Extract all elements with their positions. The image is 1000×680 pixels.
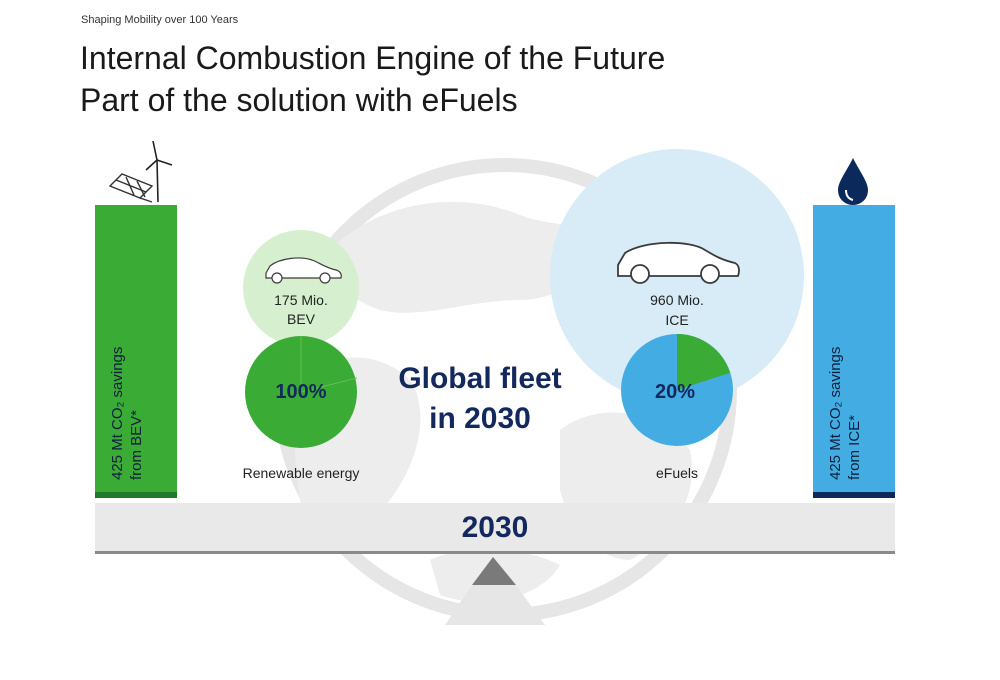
bev-pie-label: 100%	[275, 381, 327, 403]
right-bar-ice	[813, 205, 895, 498]
header-kicker: Shaping Mobility over 100 Years	[81, 14, 239, 26]
right-bar-label: 425 Mt CO₂ savings from ICE*	[826, 300, 864, 480]
bev-caption: Renewable energy	[242, 465, 360, 481]
right-bar-label-line1: 425 Mt CO₂ savings	[827, 346, 844, 480]
left-bar-label: 425 Mt CO₂ savings from BEV*	[108, 300, 146, 480]
center-title-line2: in 2030	[429, 402, 531, 435]
page-title-line2: Part of the solution with eFuels	[80, 82, 518, 118]
balance-year: 2030	[461, 511, 529, 544]
ice-pie-label: 20%	[654, 381, 696, 403]
bev-fleet-type: BEV	[286, 311, 315, 327]
page-title-line1: Internal Combustion Engine of the Future	[80, 40, 666, 76]
left-bar-label-line2: from BEV*	[128, 409, 145, 480]
solar-panel-icon	[108, 173, 154, 203]
ice-fleet-count: 960 Mio.	[650, 292, 704, 308]
car-icon	[265, 257, 342, 284]
bev-renewable-pie	[245, 336, 358, 448]
efuels-slice	[677, 334, 731, 390]
scale-beam	[95, 503, 895, 554]
right-bar-label-line2: from ICE*	[846, 414, 863, 480]
ice-caption: eFuels	[655, 465, 699, 481]
ice-fleet-type: ICE	[665, 312, 689, 328]
bev-fleet-count: 175 Mio.	[274, 292, 328, 308]
wind-turbine-icon	[145, 140, 173, 203]
car-icon	[617, 241, 740, 284]
left-bar-label-line1: 425 Mt CO₂ savings	[109, 346, 126, 480]
fuel-drop-icon	[838, 158, 868, 205]
fulcrum	[445, 557, 545, 625]
center-title-line1: Global fleet	[398, 362, 562, 395]
left-bar-bev	[95, 205, 177, 498]
bev-fleet-bubble	[243, 230, 359, 346]
ice-efuels-pie	[621, 334, 733, 446]
